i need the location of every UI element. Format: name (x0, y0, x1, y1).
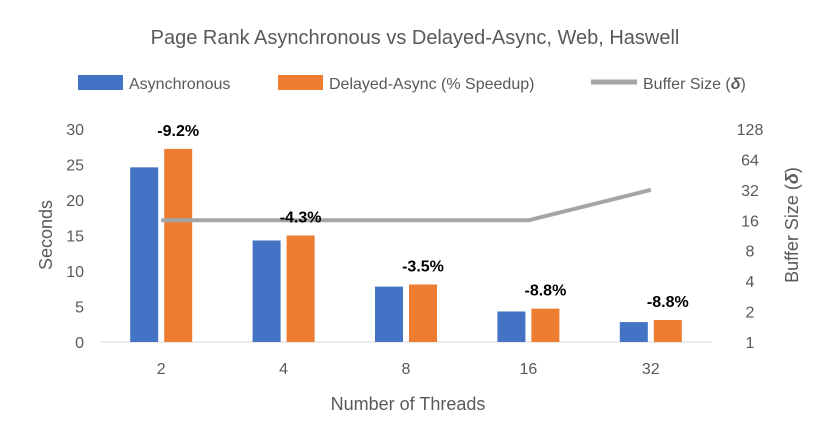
bar-asynchronous (130, 167, 159, 342)
y2-tick-label: 64 (741, 152, 759, 169)
x-tick-label: 2 (157, 361, 166, 378)
bar-asynchronous (497, 311, 526, 342)
legend-label-buffer-size-symbol: δ (731, 76, 741, 93)
y2-tick-label: 32 (741, 183, 759, 200)
bars (130, 148, 682, 342)
buffer-size-line (161, 187, 652, 223)
data-label-speedup: -3.5% (402, 258, 444, 275)
y2-tick-label: 2 (746, 305, 755, 322)
data-label-speedup: -8.8% (525, 283, 567, 300)
x-axis-ticks: 2 4 8 16 32 (157, 361, 660, 378)
bar-delayed-async (531, 308, 560, 342)
legend-swatch-asynchronous (78, 75, 123, 90)
bar-delayed-async (164, 148, 193, 342)
data-labels: -9.2% -4.3% -3.5% -8.8% -8.8% (157, 123, 688, 311)
legend-label-buffer-size-suffix: ) (741, 76, 746, 93)
legend-label-buffer-size-prefix: Buffer Size ( (643, 76, 731, 93)
data-label-speedup: -8.8% (647, 294, 689, 311)
bar-delayed-async (653, 319, 682, 342)
y2-tick-label: 16 (741, 213, 759, 230)
x-tick-label: 32 (642, 361, 660, 378)
right-axis-ticks: 1 2 4 8 16 32 64 128 (737, 122, 764, 352)
left-axis-ticks: 0 5 10 15 20 25 30 (66, 122, 84, 352)
y2-axis-title-suffix: ) (782, 167, 802, 173)
x-tick-label: 4 (279, 361, 288, 378)
y-tick-label: 5 (75, 300, 84, 317)
y-tick-label: 20 (66, 193, 84, 210)
legend-swatch-delayed-async (278, 75, 323, 90)
bar-asynchronous (619, 322, 648, 342)
y-tick-label: 30 (66, 122, 84, 139)
data-label-speedup: -9.2% (157, 123, 199, 140)
legend-label-asynchronous: Asynchronous (129, 76, 230, 93)
y-tick-label: 15 (66, 229, 84, 246)
bar-delayed-async (409, 284, 437, 342)
legend: Asynchronous Delayed-Async (% Speedup) B… (78, 75, 746, 93)
x-tick-label: 16 (520, 361, 538, 378)
y2-tick-label: 8 (746, 244, 755, 261)
bar-delayed-async (286, 235, 315, 342)
legend-label-buffer-size: Buffer Size (δ) (643, 76, 746, 93)
y2-tick-label: 4 (746, 274, 755, 291)
y-tick-label: 10 (66, 264, 84, 281)
bar-asynchronous (252, 240, 281, 342)
bar-asynchronous (375, 286, 403, 342)
legend-label-delayed-async: Delayed-Async (% Speedup) (329, 76, 534, 93)
y2-axis-title-symbol: δ (782, 172, 802, 184)
chart-title: Page Rank Asynchronous vs Delayed-Async,… (151, 27, 680, 49)
x-tick-label: 8 (402, 361, 411, 378)
y-tick-label: 25 (66, 158, 84, 175)
y2-axis-title-prefix: Buffer Size ( (782, 184, 802, 283)
y2-tick-label: 1 (746, 335, 755, 352)
y-axis-title: Seconds (36, 200, 56, 270)
x-axis-title: Number of Threads (331, 394, 486, 414)
buffer-size-line-layer (161, 187, 652, 223)
data-label-speedup: -4.3% (280, 210, 322, 227)
y-tick-label: 0 (75, 335, 84, 352)
y2-axis-title: Buffer Size (δ) (782, 167, 802, 283)
y2-tick-label: 128 (737, 122, 764, 139)
